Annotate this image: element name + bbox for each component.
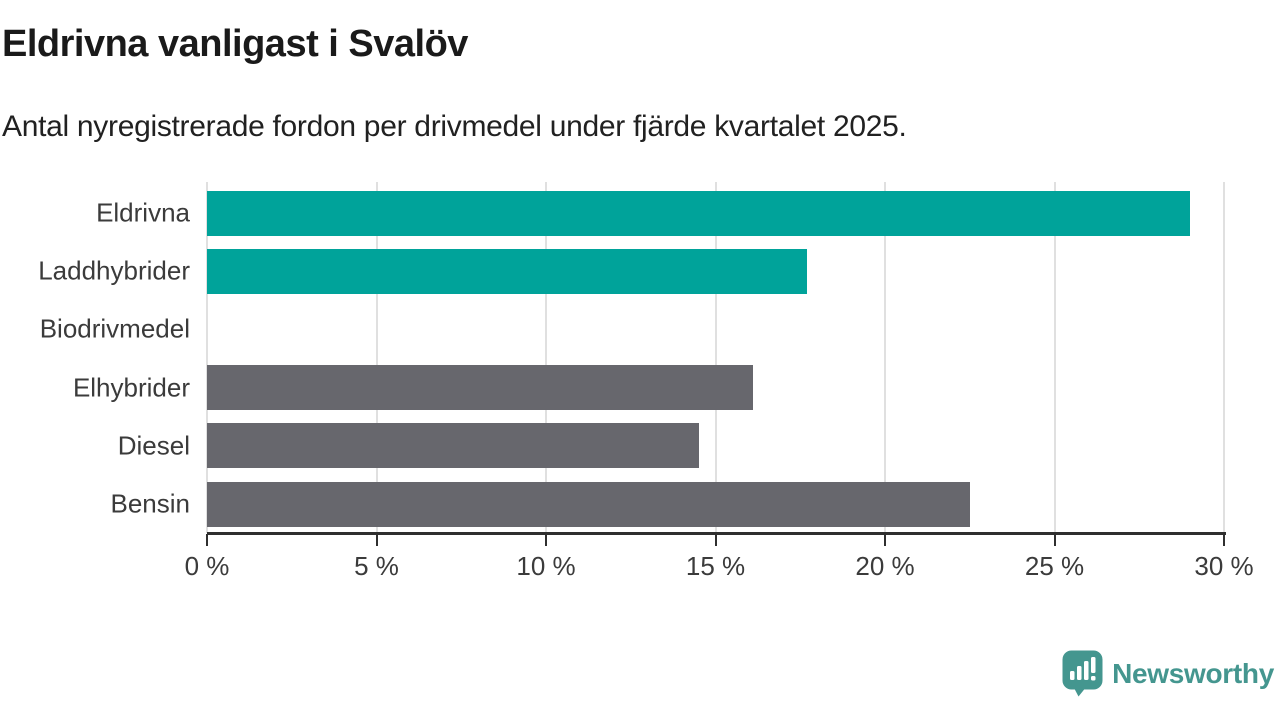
newsworthy-logo-icon	[1062, 650, 1103, 697]
logo-exclamation-dot	[1091, 676, 1096, 681]
x-axis-tick-label: 15 %	[685, 551, 746, 581]
gridline	[545, 182, 547, 533]
plot-area	[206, 182, 1225, 533]
x-axis-tick	[714, 534, 717, 546]
x-axis-tick-label: 5 %	[354, 551, 399, 581]
chart-title: Eldrivna vanligast i Svalöv	[2, 23, 468, 65]
bar-eldrivna	[207, 190, 1191, 236]
x-axis-tick-label: 20 %	[855, 551, 915, 581]
newsworthy-logo[interactable]: Newsworthy	[1062, 650, 1274, 697]
x-axis-tick-label: 30 %	[1194, 551, 1254, 581]
x-axis-line	[207, 532, 1226, 535]
logo-exclamation-stroke	[1091, 657, 1096, 673]
logo-bar-tall	[1084, 661, 1089, 680]
bar-elhybrider	[207, 365, 753, 411]
x-axis-tick	[375, 534, 378, 546]
gridline	[1053, 182, 1056, 533]
bar-diesel	[207, 423, 699, 469]
x-axis-tick	[884, 534, 886, 546]
gridline	[884, 182, 886, 533]
x-axis-tick-label: 25 %	[1024, 551, 1085, 581]
chart-subtitle: Antal nyregistrerade fordon per drivmede…	[2, 110, 907, 143]
x-axis-tick	[545, 534, 547, 546]
bar-bensin	[207, 481, 970, 527]
x-axis-tick	[1053, 534, 1056, 546]
gridline	[375, 182, 378, 533]
y-axis-label: Diesel	[117, 430, 190, 461]
y-axis-label: Elhybrider	[72, 372, 190, 403]
y-axis-label: Biodrivmedel	[39, 313, 190, 344]
logo-bar-medium	[1077, 666, 1082, 680]
gridline	[1223, 182, 1225, 533]
bar-laddhybrider	[207, 248, 808, 294]
x-axis-tick	[206, 534, 208, 546]
y-axis-label: Laddhybrider	[38, 255, 190, 286]
y-axis-label: Eldrivna	[96, 197, 190, 228]
gridline	[714, 182, 717, 533]
x-axis-tick-label: 10 %	[516, 551, 576, 581]
newsworthy-logo-text: Newsworthy	[1112, 657, 1274, 689]
logo-bar-small	[1070, 671, 1075, 680]
y-axis-label: Bensin	[110, 488, 191, 519]
gridline	[206, 182, 208, 533]
x-axis-tick-label: 0 %	[184, 551, 230, 581]
x-axis-tick	[1223, 534, 1225, 546]
